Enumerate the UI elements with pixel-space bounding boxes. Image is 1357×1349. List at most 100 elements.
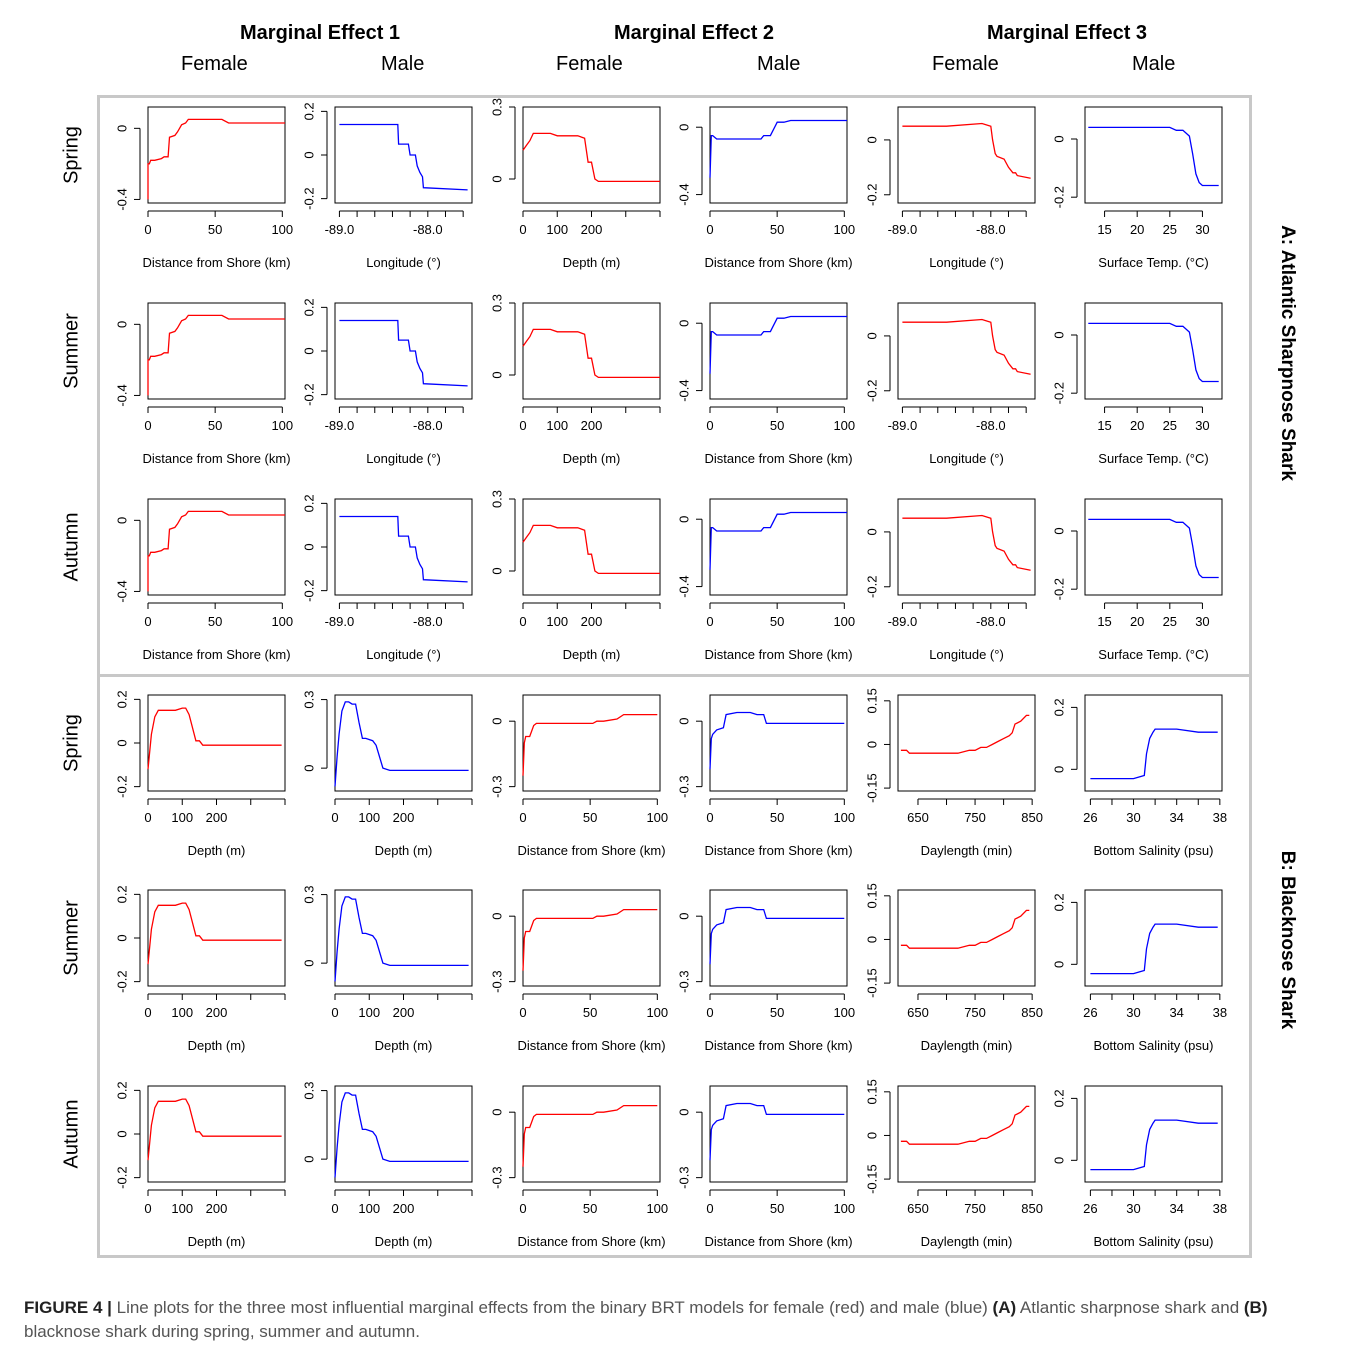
- marginal-effect-panel: 15 20 25 30 -0.2 0 Surface Temp. (°C): [1052, 302, 1223, 466]
- x-tick-label: 200: [581, 614, 603, 629]
- x-tick-label: 50: [770, 418, 784, 433]
- y-tick-label: 0: [302, 347, 317, 354]
- y-tick-label: -0.3: [490, 775, 505, 797]
- marginal-effect-line: [334, 1092, 469, 1178]
- x-tick-label: 15: [1097, 614, 1111, 629]
- x-axis-label: Surface Temp. (°C): [1098, 647, 1208, 662]
- plot-box: [522, 1085, 661, 1183]
- x-axis-label: Depth (m): [375, 843, 433, 858]
- x-tick-label: 100: [271, 418, 293, 433]
- y-tick-label: 0: [490, 175, 505, 182]
- marginal-effect-line: [334, 701, 469, 787]
- y-tick-label: 0.2: [1052, 698, 1067, 716]
- y-tick-label: -0.2: [302, 579, 317, 601]
- y-tick-label: -0.2: [1052, 382, 1067, 404]
- x-tick-label: 850: [1021, 810, 1043, 825]
- y-tick-label: 0: [490, 567, 505, 574]
- x-tick-label: 0: [144, 222, 151, 237]
- x-tick-label: 100: [833, 1201, 855, 1216]
- y-tick-label: -0.2: [302, 187, 317, 209]
- y-tick-label: 0: [677, 1109, 692, 1116]
- x-tick-label: 200: [581, 418, 603, 433]
- y-tick-label: 0: [302, 765, 317, 772]
- y-tick-label: 0.2: [302, 102, 317, 120]
- season-row-label: Autumn: [60, 512, 83, 582]
- marginal-effect-panel: 26 30 34 38 0 0.2 Bottom Salinity (psu): [1052, 1085, 1227, 1249]
- x-tick-label: 850: [1021, 1201, 1043, 1216]
- y-tick-label: 0.3: [490, 98, 505, 116]
- plot-box: [1084, 889, 1223, 987]
- y-tick-label: 0: [115, 934, 130, 941]
- x-tick-label: 0: [706, 614, 713, 629]
- x-axis-label: Distance from Shore (km): [704, 1234, 852, 1249]
- x-tick-label: 0: [331, 810, 338, 825]
- x-tick-label: 0: [144, 418, 151, 433]
- x-tick-label: 200: [393, 810, 415, 825]
- sex-label-male: Male: [757, 53, 801, 75]
- x-tick-label: 200: [393, 1005, 415, 1020]
- x-tick-label: 0: [144, 614, 151, 629]
- y-tick-label: -0.3: [677, 775, 692, 797]
- plot-box: [1084, 106, 1223, 204]
- marginal-effect-panel: 0 100 200 0 0.3 Depth (m): [490, 294, 661, 466]
- x-tick-label: 0: [519, 1005, 526, 1020]
- marginal-effect-panel: 0 50 100 -0.3 0 Distance from Shore (km): [490, 889, 668, 1053]
- x-tick-label: 50: [583, 810, 597, 825]
- marginal-effect-line: [1088, 126, 1219, 187]
- marginal-effect-line: [522, 524, 660, 575]
- y-tick-label: 0: [1052, 527, 1067, 534]
- x-tick-label: 100: [358, 1201, 380, 1216]
- x-tick-label: 0: [706, 418, 713, 433]
- x-tick-label: 100: [171, 810, 193, 825]
- x-tick-label: 100: [171, 1005, 193, 1020]
- x-tick-label: 100: [833, 222, 855, 237]
- x-tick-label: -89.0: [888, 222, 918, 237]
- marginal-effect-panel: 0 100 200 0 0.3 Depth (m): [490, 490, 661, 662]
- x-tick-label: 100: [358, 1005, 380, 1020]
- y-tick-label: 0: [865, 741, 880, 748]
- x-tick-label: 50: [208, 222, 222, 237]
- sex-label-female: Female: [932, 53, 999, 75]
- x-tick-label: 20: [1130, 222, 1144, 237]
- marginal-effect-line: [522, 908, 658, 971]
- marginal-effect-panel: -89.0 -88.0 -0.2 0 Longitude (°): [865, 302, 1036, 466]
- x-tick-label: 750: [964, 810, 986, 825]
- x-tick-label: 100: [546, 418, 568, 433]
- plot-box: [334, 302, 473, 400]
- y-tick-label: -0.4: [115, 580, 130, 602]
- x-axis-label: Distance from Shore (km): [704, 1038, 852, 1053]
- y-tick-label: 0: [677, 320, 692, 327]
- plot-box: [147, 498, 286, 596]
- y-tick-label: -0.15: [865, 968, 880, 998]
- x-tick-label: 850: [1021, 1005, 1043, 1020]
- x-tick-label: 100: [833, 418, 855, 433]
- y-tick-label: 0: [302, 960, 317, 967]
- marginal-effect-panel: -89.0 -88.0 -0.2 0 0.2 Longitude (°): [302, 298, 473, 466]
- x-axis-label: Depth (m): [563, 451, 621, 466]
- x-tick-label: 0: [331, 1201, 338, 1216]
- x-tick-label: 34: [1169, 1201, 1183, 1216]
- y-tick-label: -0.2: [115, 1166, 130, 1188]
- marginal-effect-panel: -89.0 -88.0 -0.2 0 Longitude (°): [865, 498, 1036, 662]
- x-tick-label: 0: [519, 614, 526, 629]
- y-tick-label: 0: [1052, 766, 1067, 773]
- y-tick-label: -0.2: [865, 576, 880, 598]
- x-tick-label: 0: [519, 810, 526, 825]
- figure-caption: FIGURE 4 | Line plots for the three most…: [24, 1296, 1344, 1344]
- x-tick-label: 200: [393, 1201, 415, 1216]
- marginal-effect-line: [522, 1104, 658, 1167]
- sex-label-male: Male: [381, 53, 425, 75]
- marginal-effect-line: [709, 119, 847, 178]
- marginal-effect-panel: 0 100 200 -0.2 0 0.2 Depth (m): [115, 690, 286, 858]
- y-tick-label: 0.3: [490, 294, 505, 312]
- marginal-effect-panel: 15 20 25 30 -0.2 0 Surface Temp. (°C): [1052, 498, 1223, 662]
- marginal-effect-panel: 650 750 850 -0.15 0 0.15 Daylength (min): [865, 688, 1043, 858]
- plot-box: [897, 302, 1036, 400]
- marginal-effect-panel: 0 100 200 -0.2 0 0.2 Depth (m): [115, 885, 286, 1053]
- y-tick-label: 0: [865, 936, 880, 943]
- marginal-effect-panel: 0 100 200 0 0.3 Depth (m): [302, 1082, 473, 1249]
- y-tick-label: 0: [677, 718, 692, 725]
- marginal-effect-line: [147, 314, 285, 396]
- x-tick-label: 200: [581, 222, 603, 237]
- x-tick-label: 38: [1213, 1201, 1227, 1216]
